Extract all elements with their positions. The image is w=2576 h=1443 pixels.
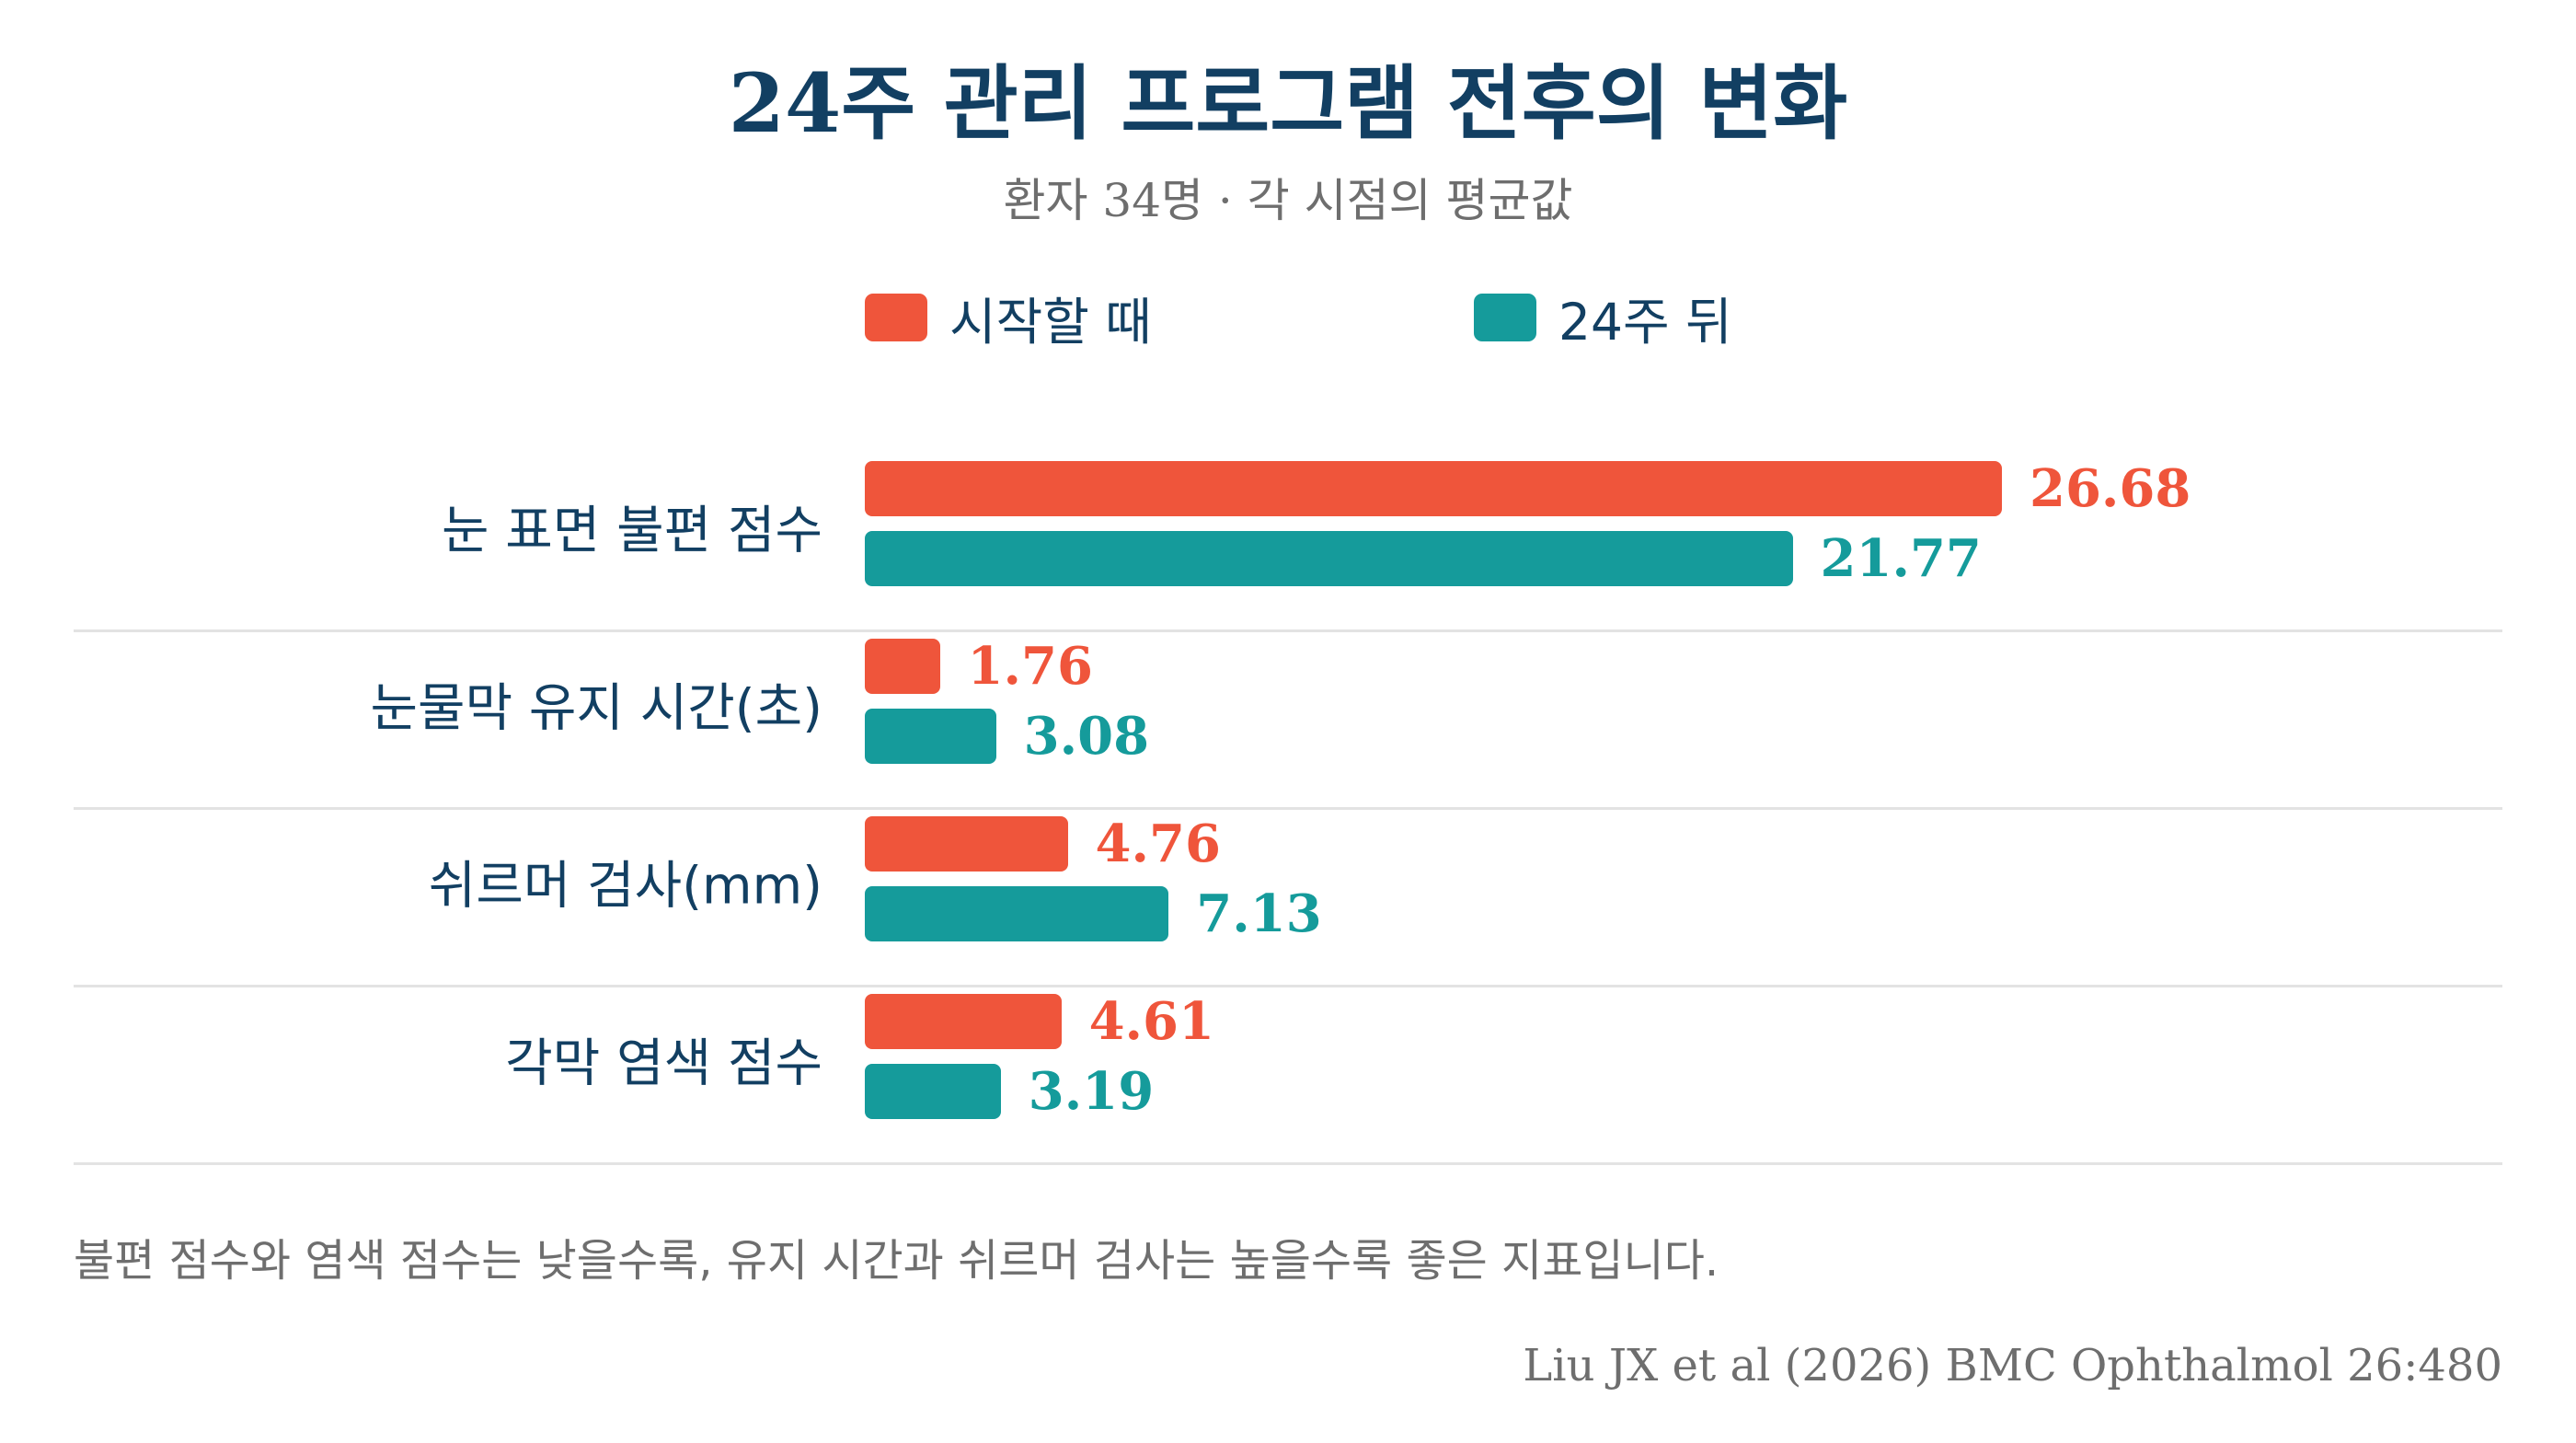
category-label-eye-surface-discomfort: 눈 표면 불편 점수 — [441, 501, 822, 561]
legend-swatch-baseline — [865, 294, 927, 341]
bar-baseline-eye-surface-discomfort — [865, 461, 2002, 516]
bar-baseline-schirmer-test — [865, 816, 1068, 872]
bar-24-weeks-schirmer-test — [865, 886, 1169, 941]
value-label-24-weeks-corneal-staining: 3.19 — [1028, 1061, 1155, 1122]
row-divider — [74, 985, 2502, 987]
category-label-tear-film-breakup: 눈물막 유지 시간(초) — [370, 678, 822, 739]
row-divider — [74, 1162, 2502, 1165]
value-label-baseline-eye-surface-discomfort: 26.68 — [2030, 458, 2191, 519]
bar-baseline-tear-film-breakup — [865, 639, 940, 694]
legend-swatch-24-weeks — [1474, 294, 1536, 341]
value-label-baseline-schirmer-test: 4.76 — [1095, 814, 1221, 874]
bar-24-weeks-tear-film-breakup — [865, 709, 996, 764]
legend-label-baseline: 시작할 때 — [949, 293, 1152, 352]
legend-item-24-weeks: 24주 뒤 — [1474, 285, 1732, 352]
chart-subtitle: 환자 34명 · 각 시점의 평균값 — [1003, 174, 1573, 227]
value-label-baseline-corneal-staining: 4.61 — [1088, 991, 1214, 1052]
row-divider — [74, 807, 2502, 810]
row-divider — [74, 629, 2502, 632]
legend-item-baseline: 시작할 때 — [865, 285, 1152, 352]
category-label-corneal-staining: 각막 염색 점수 — [505, 1033, 822, 1094]
value-label-24-weeks-eye-surface-discomfort: 21.77 — [1820, 528, 1982, 589]
bar-24-weeks-corneal-staining — [865, 1064, 1001, 1119]
category-label-schirmer-test: 쉬르머 검사(mm) — [428, 856, 822, 917]
legend-label-24-weeks: 24주 뒤 — [1558, 293, 1732, 352]
chart-note: 불편 점수와 염색 점수는 낮을수록, 유지 시간과 쉬르머 검사는 높을수록 … — [74, 1235, 1719, 1287]
bar-24-weeks-eye-surface-discomfort — [865, 531, 1793, 586]
value-label-baseline-tear-film-breakup: 1.76 — [967, 636, 1093, 697]
chart-source: Liu JX et al (2026) BMC Ophthalmol 26:48… — [1523, 1340, 2502, 1391]
chart-title: 24주 관리 프로그램 전후의 변화 — [728, 55, 1848, 151]
value-label-24-weeks-schirmer-test: 7.13 — [1196, 883, 1322, 944]
bar-baseline-corneal-staining — [865, 994, 1062, 1049]
value-label-24-weeks-tear-film-breakup: 3.08 — [1023, 706, 1150, 767]
